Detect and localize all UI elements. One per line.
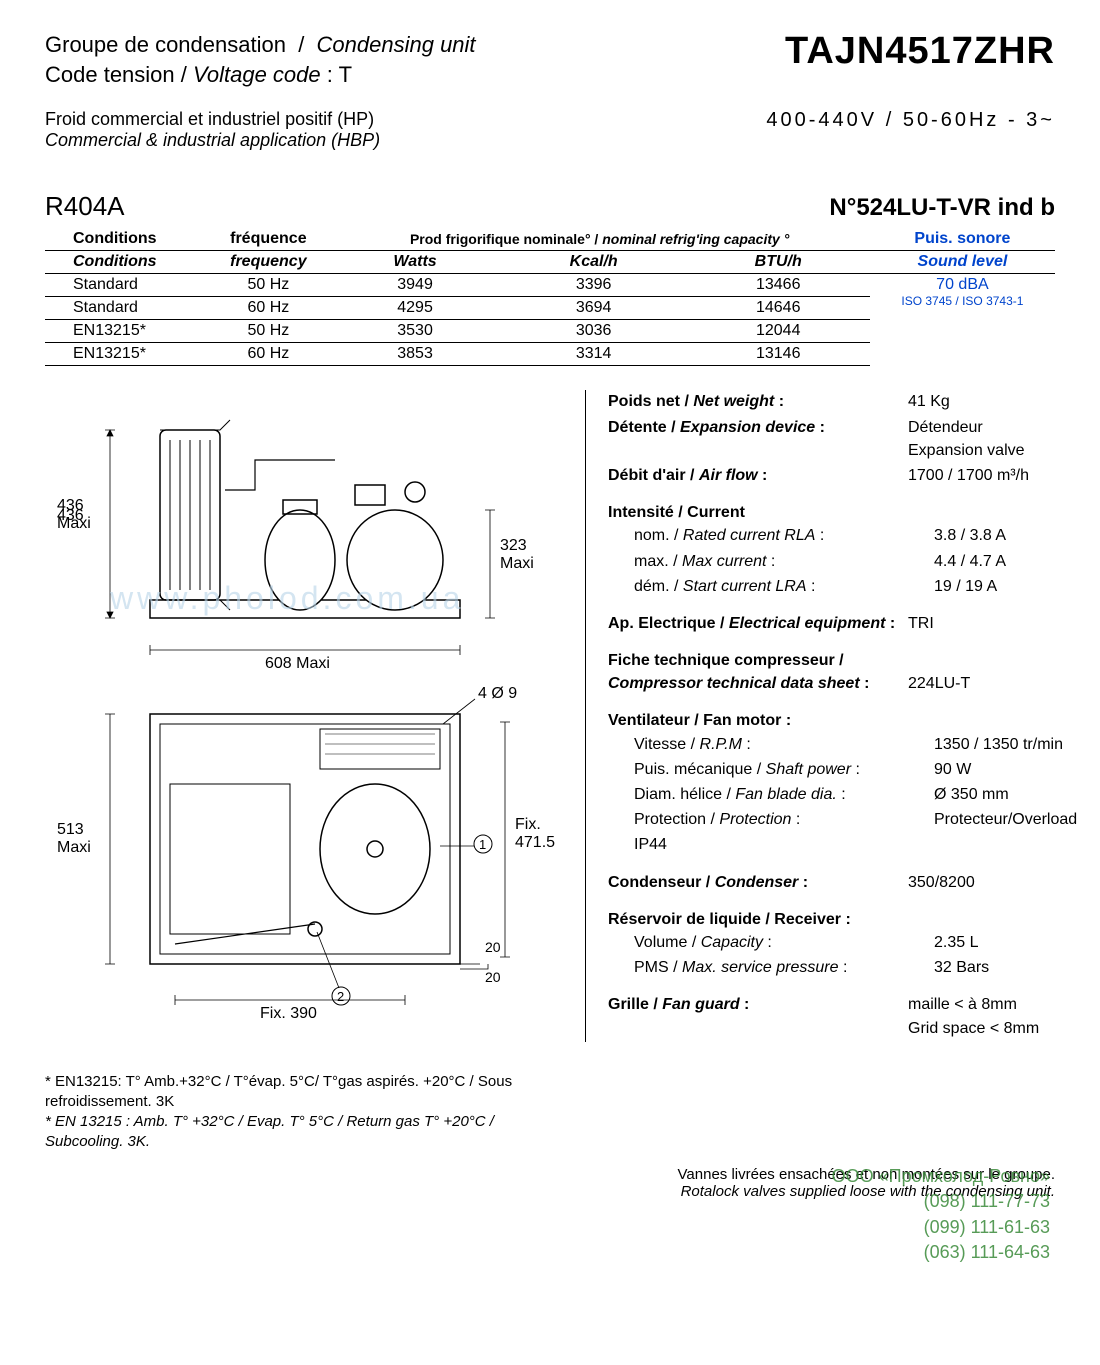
sound-cell: 70 dBA ISO 3745 / ISO 3743-1 bbox=[870, 274, 1055, 320]
svg-text:20: 20 bbox=[485, 939, 501, 955]
col-conditions-en: Conditions bbox=[45, 251, 207, 274]
watermark-contact: ООО «Промхолод-Ровно» (098) 111-77-73 (0… bbox=[832, 1164, 1050, 1265]
col-sound-en: Sound level bbox=[870, 251, 1055, 274]
application-fr: Froid commercial et industriel positif (… bbox=[45, 109, 380, 130]
svg-text:Fix.: Fix. bbox=[515, 816, 541, 833]
col-btu: BTU/h bbox=[687, 251, 870, 274]
code-en: Voltage code bbox=[193, 62, 321, 87]
spec-rla: 3.8 / 3.8 A bbox=[934, 524, 1077, 547]
spec-ip: IP44 bbox=[634, 833, 934, 856]
footnote-en: * EN 13215 : Amb. T° +32°C / Evap. T° 5°… bbox=[45, 1112, 545, 1153]
capacity-header: Prod frigorifique nominale° / nominal re… bbox=[329, 228, 869, 251]
spec-shaft-power: 90 W bbox=[934, 758, 1077, 781]
footnotes: * EN13215: T° Amb.+32°C / T°évap. 5°C/ T… bbox=[45, 1072, 545, 1153]
side-view-diagram: 436 436 Maxi 323 Maxi 608 Maxi bbox=[45, 390, 565, 670]
table-row: Standard 50 Hz 3949 3396 13466 70 dBA IS… bbox=[45, 274, 1055, 297]
spec-condenser: 350/8200 bbox=[908, 871, 1077, 894]
table-header-2: Conditions frequency Watts Kcal/h BTU/h … bbox=[45, 251, 1055, 274]
svg-text:436: 436 bbox=[57, 497, 84, 514]
spec-compressor: 224LU-T bbox=[908, 672, 1077, 695]
refrigerant: R404A bbox=[45, 191, 125, 222]
svg-text:20: 20 bbox=[485, 969, 501, 985]
performance-table: Conditions fréquence Prod frigorifique n… bbox=[45, 228, 1055, 366]
voltage-spec: 400-440V / 50-60Hz - 3~ bbox=[766, 109, 1055, 151]
subheader: Froid commercial et industriel positif (… bbox=[45, 109, 1055, 151]
svg-text:513: 513 bbox=[57, 821, 84, 838]
spec-lra: 19 / 19 A bbox=[934, 575, 1077, 598]
svg-text:471.5: 471.5 bbox=[515, 834, 555, 851]
col-conditions-fr: Conditions bbox=[45, 228, 207, 251]
document-number: N°524LU-T-VR ind b bbox=[829, 194, 1055, 222]
top-view-diagram: 513 Maxi Fix. 471.5 Fix. 390 4 Ø 9 1 2 2… bbox=[45, 674, 565, 1034]
spec-rpm: 1350 / 1350 tr/min bbox=[934, 733, 1077, 756]
col-frequency-fr: fréquence bbox=[207, 228, 329, 251]
table-header-1: Conditions fréquence Prod frigorifique n… bbox=[45, 228, 1055, 251]
model-number: TAJN4517ZHR bbox=[785, 30, 1055, 73]
col-sound-fr: Puis. sonore bbox=[870, 228, 1055, 251]
svg-text:4 Ø 9: 4 Ø 9 bbox=[478, 685, 517, 702]
col-kcal: Kcal/h bbox=[501, 251, 687, 274]
diagrams-panel: 436 436 Maxi 323 Maxi 608 Maxi bbox=[45, 390, 565, 1041]
svg-text:Fix. 390: Fix. 390 bbox=[260, 1005, 317, 1022]
svg-text:Maxi: Maxi bbox=[57, 515, 91, 532]
spec-receiver-pms: 32 Bars bbox=[934, 956, 1077, 979]
spec-max-current: 4.4 / 4.7 A bbox=[934, 550, 1077, 573]
table-row: EN13215* 60 Hz 3853 3314 13146 bbox=[45, 343, 1055, 366]
refrigerant-row: R404A N°524LU-T-VR ind b bbox=[45, 191, 1055, 222]
svg-text:323: 323 bbox=[500, 537, 527, 554]
code-fr: Code tension bbox=[45, 62, 175, 87]
col-watts: Watts bbox=[329, 251, 500, 274]
svg-text:Maxi: Maxi bbox=[57, 839, 91, 856]
svg-text:Maxi: Maxi bbox=[500, 555, 534, 572]
spec-weight: 41 Kg bbox=[908, 390, 1077, 413]
spec-airflow: 1700 / 1700 m³/h bbox=[908, 464, 1077, 487]
title-en: Condensing unit bbox=[317, 32, 476, 57]
title-block: Groupe de condensation / Condensing unit… bbox=[45, 30, 476, 89]
spec-protection: Protecteur/Overload bbox=[934, 808, 1077, 831]
footnote-fr: * EN13215: T° Amb.+32°C / T°évap. 5°C/ T… bbox=[45, 1072, 545, 1113]
application-en: Commercial & industrial application (HBP… bbox=[45, 130, 380, 151]
header: Groupe de condensation / Condensing unit… bbox=[45, 30, 1055, 89]
lower-section: 436 436 Maxi 323 Maxi 608 Maxi bbox=[45, 390, 1055, 1041]
spec-fan-dia: Ø 350 mm bbox=[934, 783, 1077, 806]
title-fr: Groupe de condensation bbox=[45, 32, 286, 57]
spec-receiver-vol: 2.35 L bbox=[934, 931, 1077, 954]
svg-text:608 Maxi: 608 Maxi bbox=[265, 655, 330, 670]
specs-panel: Poids net / Net weight :41 Kg Détente / … bbox=[585, 390, 1077, 1041]
spec-electrical: TRI bbox=[908, 612, 1077, 635]
table-row: EN13215* 50 Hz 3530 3036 12044 bbox=[45, 320, 1055, 343]
col-frequency-en: frequency bbox=[207, 251, 329, 274]
code-val: T bbox=[339, 62, 352, 87]
svg-text:1: 1 bbox=[479, 837, 486, 852]
svg-text:2: 2 bbox=[337, 989, 344, 1004]
